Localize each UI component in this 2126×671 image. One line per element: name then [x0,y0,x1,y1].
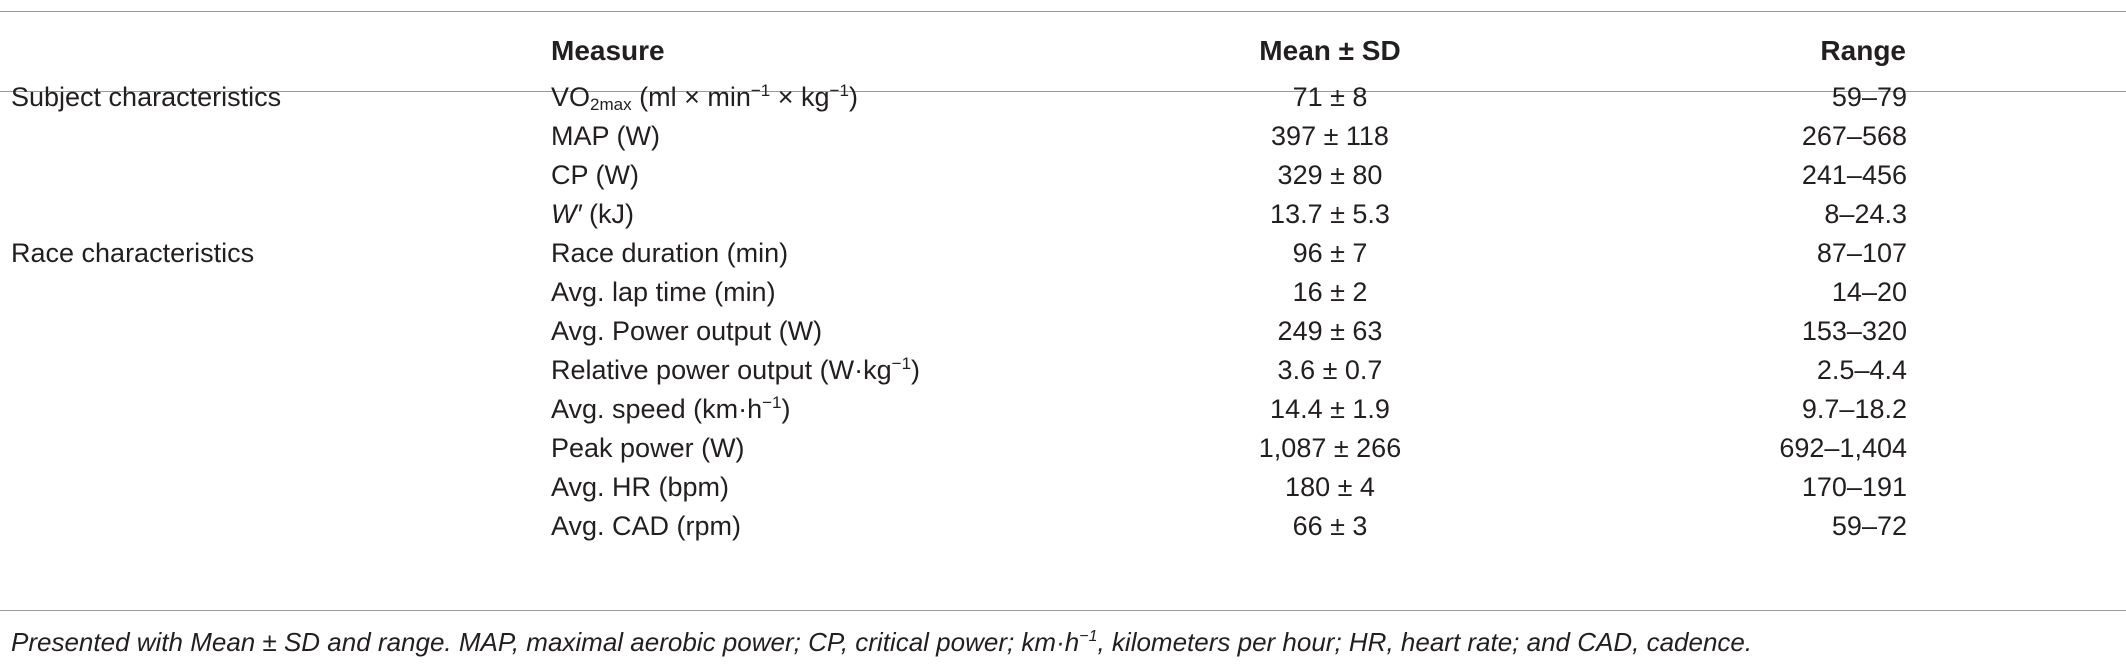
row-mean-sd: 16 ± 2 [1292,277,1368,307]
row-measure: VO2max (ml × min−1 × kg−1) [551,81,858,114]
table-row: Avg. HR (bpm) 180 ± 4 170–191 [0,468,2126,507]
table-top-rule [0,11,2126,12]
row-mean-sd: 66 ± 3 [1292,511,1368,541]
table-row: Avg. lap time (min) 16 ± 2 14–20 [0,273,2126,312]
row-mean-sd: 329 ± 80 [1277,160,1383,190]
row-measure: Avg. Power output (W) [551,316,823,346]
row-range: 8–24.3 [1824,199,1907,229]
row-range: 692–1,404 [1779,433,1907,463]
table-row: Peak power (W) 1,087 ± 266 692–1,404 [0,429,2126,468]
table-row: Relative power output (W·kg−1) 3.6 ± 0.7… [0,351,2126,390]
row-range: 2.5–4.4 [1816,355,1907,385]
row-measure: Relative power output (W·kg−1) [551,354,921,385]
table-row: Subject characteristics VO2max (ml × min… [0,78,2126,117]
row-mean-sd: 397 ± 118 [1271,121,1389,151]
row-measure: Avg. lap time (min) [551,277,776,307]
table-row: Avg. CAD (rpm) 66 ± 3 59–72 [0,507,2126,546]
row-range: 59–79 [1831,82,1907,112]
row-range: 59–72 [1831,511,1907,541]
row-mean-sd: 13.7 ± 5.3 [1270,199,1390,229]
row-range: 170–191 [1801,472,1907,502]
row-mean-sd: 71 ± 8 [1292,82,1368,112]
row-mean-sd: 96 ± 7 [1292,238,1368,268]
row-range: 153–320 [1801,316,1907,346]
row-measure: Race duration (min) [551,238,789,268]
table-row: MAP (W) 397 ± 118 267–568 [0,117,2126,156]
row-mean-sd: 14.4 ± 1.9 [1270,394,1390,424]
column-header-range: Range [1820,35,1906,66]
row-measure: Avg. speed (km·h−1) [551,393,791,424]
table-row: CP (W) 329 ± 80 241–456 [0,156,2126,195]
row-range: 87–107 [1816,238,1907,268]
column-header-measure: Measure [551,35,665,66]
row-measure: MAP (W) [551,121,660,151]
row-measure: Avg. HR (bpm) [551,472,730,502]
row-mean-sd: 249 ± 63 [1277,316,1383,346]
table-row: Race characteristics Race duration (min)… [0,234,2126,273]
row-measure: W′ (kJ) [551,199,635,229]
row-group-label: Race characteristics [11,238,255,268]
row-mean-sd: 3.6 ± 0.7 [1277,355,1383,385]
row-measure: Peak power (W) [551,433,745,463]
row-measure: Avg. CAD (rpm) [551,511,742,541]
row-mean-sd: 180 ± 4 [1285,472,1375,502]
row-group-label: Subject characteristics [11,82,282,112]
table-header-rule [0,91,2126,92]
row-range: 14–20 [1831,277,1907,307]
column-header-mean-sd: Mean ± SD [1259,35,1401,66]
row-mean-sd: 1,087 ± 266 [1258,433,1402,463]
row-range: 9.7–18.2 [1801,394,1907,424]
table-row: W′ (kJ) 13.7 ± 5.3 8–24.3 [0,195,2126,234]
row-range: 241–456 [1801,160,1907,190]
row-range: 267–568 [1801,121,1907,151]
row-measure: CP (W) [551,160,639,190]
table-row: Avg. Power output (W) 249 ± 63 153–320 [0,312,2126,351]
table-row: Avg. speed (km·h−1) 14.4 ± 1.9 9.7–18.2 [0,390,2126,429]
table-bottom-rule [0,610,2126,611]
table-footnote: Presented with Mean ± SD and range. MAP,… [11,627,1753,657]
